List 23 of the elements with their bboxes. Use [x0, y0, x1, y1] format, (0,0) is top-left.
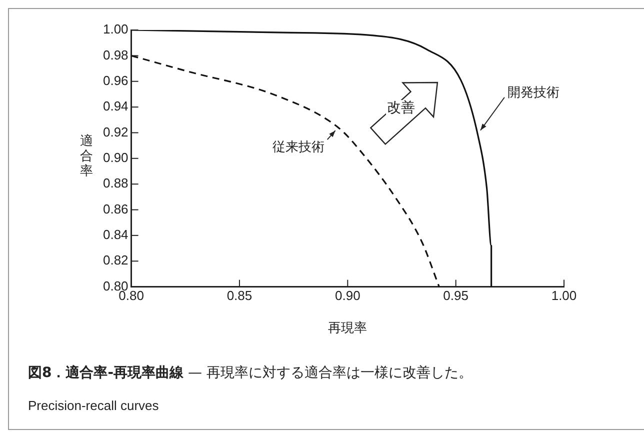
annotation: 改善 — [386, 100, 416, 116]
y-axis-title: 適合率 — [80, 134, 94, 179]
y-tick-label: 0.82 — [102, 252, 128, 268]
series-label: 従来技術 — [272, 140, 324, 155]
y-tick-label: 0.94 — [102, 98, 128, 114]
x-axis-title: 再現率 — [328, 320, 368, 335]
text: — 再現率に対する適合率は一様に改善した。 — [188, 365, 472, 381]
x-tick-label: 0.90 — [334, 288, 360, 304]
y-tick-label: 0.86 — [102, 201, 128, 216]
y-tick-label: 0.84 — [102, 227, 128, 242]
x-tick-label: 0.85 — [226, 288, 252, 304]
x-tick-label: 0.95 — [443, 288, 468, 304]
y-tick-label: 0.88 — [102, 176, 128, 191]
text: 図8．適合率-再現率曲線 — [28, 365, 184, 381]
line-series — [131, 54, 440, 287]
x-tick-label: 1.00 — [551, 288, 577, 304]
text: Precision-recall curves — [28, 398, 159, 413]
y-tick-label: 0.92 — [102, 124, 128, 140]
y-tick-label: 1.00 — [102, 22, 128, 37]
y-tick-label: 0.90 — [102, 150, 128, 165]
y-tick-label: 0.98 — [102, 47, 128, 62]
y-tick-label: 0.96 — [102, 72, 128, 88]
text: 開発技術 — [507, 86, 560, 101]
